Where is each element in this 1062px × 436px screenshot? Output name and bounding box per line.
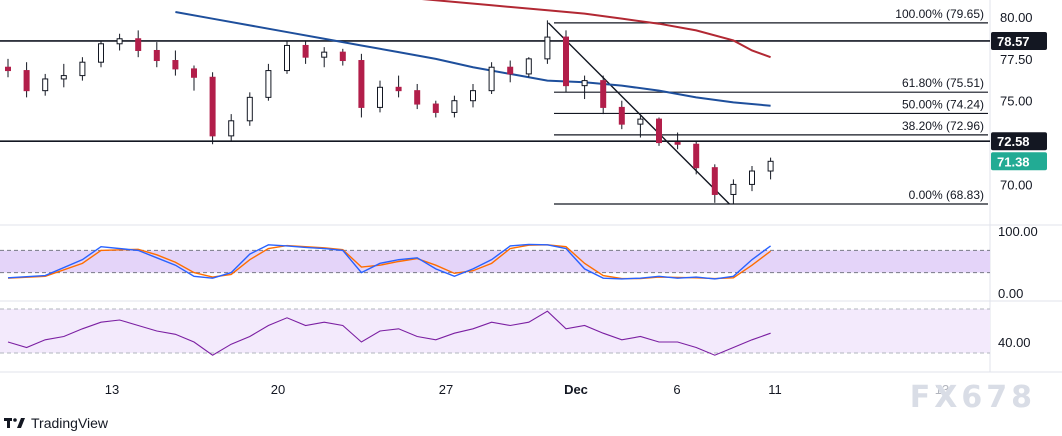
candle-body: [563, 36, 569, 87]
ma-red-line: [421, 0, 771, 59]
candle-body: [246, 96, 253, 122]
candle-body: [395, 86, 402, 92]
level-badge: [991, 132, 1047, 151]
price-tick-label: 70.00: [1000, 177, 1033, 192]
candle-body: [507, 66, 514, 75]
candle-body: [377, 86, 383, 108]
candle-body: [711, 167, 718, 195]
axes: 100.00 0.00 40.00 80.00 77.50 75.00 70.00 78.57…: [105, 10, 1047, 397]
stoch-tick-label: 0.00: [998, 286, 1023, 301]
stoch-tick-label: 100.00: [998, 224, 1038, 239]
fib-label: 61.80% (75.51): [902, 76, 984, 90]
ma-blue-line: [175, 10, 771, 107]
rsi-line: [7, 310, 771, 356]
tradingview-label: TradingView: [31, 415, 109, 431]
watermark: FX678: [909, 380, 1036, 415]
candle-body: [135, 38, 142, 51]
candle-body: [674, 142, 681, 145]
candle-body: [60, 75, 67, 80]
candle-body: [618, 106, 625, 125]
x-tick-label: 27: [439, 382, 453, 397]
x-tick-label: 13: [935, 382, 949, 397]
candle-body: [209, 76, 216, 137]
candle-body: [544, 36, 551, 60]
candle-body: [470, 90, 476, 102]
candle-body: [228, 120, 235, 137]
candles: [5, 20, 774, 205]
candle-body: [525, 58, 532, 75]
candle-body: [5, 66, 11, 72]
x-tick-label: 6: [673, 382, 680, 397]
overlays: 100.00% (79.65) 61.80% (75.51) 50.00% (74.…: [0, 0, 990, 205]
price-tick-label: 77.50: [1000, 52, 1033, 67]
fib-trend-line: [547, 22, 730, 205]
rsi-tick-label: 40.00: [998, 335, 1031, 350]
candle-body: [432, 103, 439, 113]
candle-body: [191, 68, 197, 78]
candle-body: [321, 51, 328, 58]
candle-body: [693, 143, 700, 169]
fib-label: 0.00% (68.83): [909, 188, 984, 202]
level-label: 78.57: [997, 34, 1030, 49]
candle-body: [302, 44, 309, 58]
candle-body: [767, 160, 774, 172]
x-tick-label: 11: [768, 382, 782, 397]
price-tick-label: 75.00: [1000, 94, 1033, 109]
candle-body: [730, 183, 737, 195]
candle-body: [339, 51, 346, 62]
fib-label: 38.20% (72.96): [902, 119, 984, 133]
candle-body: [637, 118, 644, 125]
candle-body: [414, 90, 421, 105]
candle-body: [358, 60, 365, 108]
price-tick-label: 80.00: [1000, 10, 1033, 25]
fib-label: 50.00% (74.24): [902, 97, 984, 111]
candle-body: [581, 80, 588, 87]
candle-body: [451, 100, 458, 113]
candle-body: [600, 80, 607, 108]
rsi-band: [0, 309, 990, 353]
stoch-k-line: [7, 243, 772, 280]
current-price-label: 71.38: [997, 154, 1030, 169]
x-tick-label: 13: [105, 382, 119, 397]
candle-body: [265, 70, 272, 98]
candle-body: [23, 70, 30, 92]
x-tick-label: Dec: [564, 382, 588, 397]
candle-body: [153, 49, 160, 62]
x-tick-label: 20: [271, 382, 285, 397]
candle-body: [488, 66, 495, 92]
tradingview-credit: TradingView: [4, 413, 108, 433]
level-label: 72.58: [997, 134, 1030, 149]
candle-body: [116, 38, 123, 45]
candle-body: [656, 118, 662, 144]
candle-body: [42, 78, 49, 92]
candle-body: [749, 170, 755, 185]
candle-body: [284, 44, 290, 72]
current-price-badge: [991, 152, 1047, 171]
candle-body: [98, 43, 104, 63]
candle-body: [79, 61, 86, 77]
indicators: [7, 243, 772, 356]
candle-body: [172, 60, 179, 70]
tradingview-logo-icon: [4, 418, 25, 428]
fib-label: 100.00% (79.65): [895, 7, 984, 21]
level-badge: [991, 31, 1047, 50]
